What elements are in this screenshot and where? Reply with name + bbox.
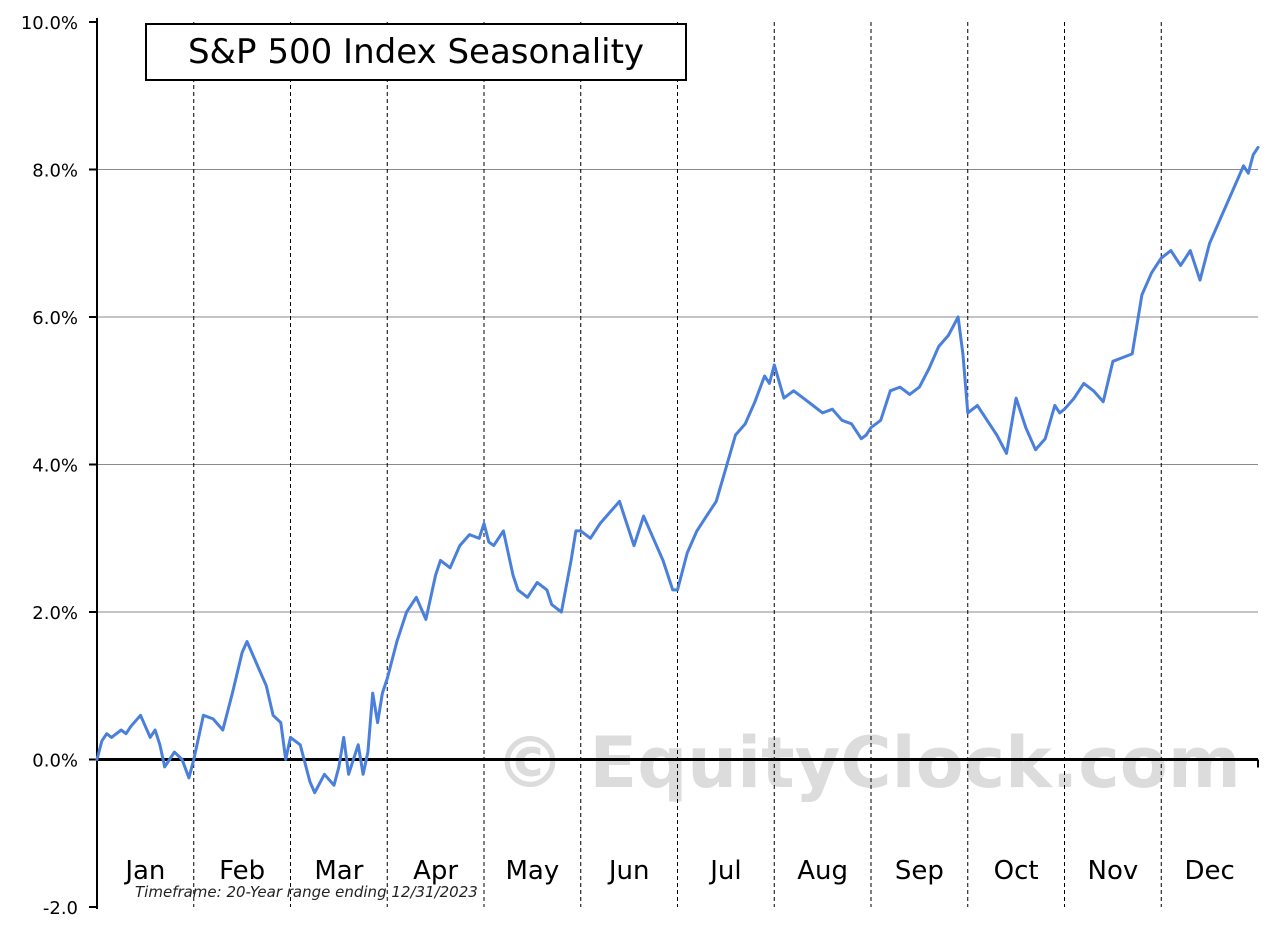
y-tick-label: 6.0% (32, 308, 78, 329)
month-label-mar: Mar (314, 856, 363, 886)
y-tick-label: 4.0% (32, 456, 78, 477)
month-label-jan: Jan (123, 856, 165, 886)
month-label-aug: Aug (797, 856, 848, 886)
month-label-sep: Sep (895, 856, 944, 886)
y-tick-label: -2.0 (43, 898, 78, 919)
timeframe-footnote: Timeframe: 20-Year range ending 12/31/20… (135, 883, 478, 901)
y-tick-label: 10.0% (21, 13, 78, 34)
month-label-apr: Apr (413, 856, 458, 886)
series-lines (95, 145, 1260, 795)
y-tick-label: 0.0% (32, 751, 78, 772)
y-axis-ticks: 10.0% 8.0% 6.0% 4.0% 2.0% 0.0% -2.0 (21, 13, 97, 919)
month-label-jun: Jun (607, 856, 650, 886)
month-label-nov: Nov (1088, 856, 1139, 886)
seasonality-series-line (95, 145, 1260, 795)
month-label-oct: Oct (994, 856, 1039, 886)
y-tick-label: 8.0% (32, 161, 78, 182)
x-axis-months: Jan Feb Mar Apr May Jun Jul Aug Sep Oct Nov Dec (123, 856, 1234, 886)
month-label-jul: Jul (708, 856, 741, 886)
month-label-may: May (505, 856, 559, 886)
month-label-feb: Feb (219, 856, 265, 886)
watermark: © EquityClock.com (495, 722, 1241, 804)
y-tick-label: 2.0% (32, 603, 78, 624)
chart-title: S&P 500 Index Seasonality (145, 23, 687, 81)
watermark-text: © EquityClock.com (495, 722, 1241, 804)
month-label-dec: Dec (1184, 856, 1234, 886)
